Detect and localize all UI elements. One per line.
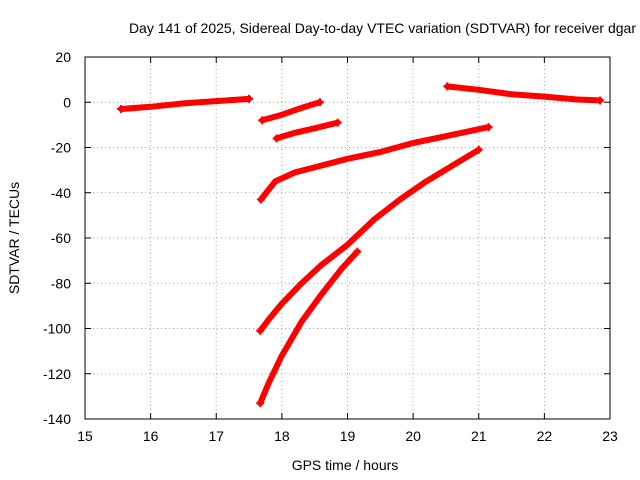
data-point-marker [245,94,254,103]
data-point-marker [117,105,126,114]
data-point-marker [443,82,452,91]
y-tick-label: -40 [51,185,71,201]
x-tick-label: 22 [537,428,553,444]
data-point-marker [258,116,267,125]
data-point-marker [484,123,493,132]
y-tick-label: -120 [43,366,71,382]
chart-title: Day 141 of 2025, Sidereal Day-to-day VTE… [129,20,636,36]
y-tick-label: 20 [55,49,71,65]
y-tick-label: -80 [51,275,71,291]
series-arc-3 [273,119,341,142]
data-point-marker [353,247,362,256]
y-tick-label: -20 [51,140,71,156]
data-point-marker [333,118,342,127]
x-tick-label: 23 [602,428,618,444]
x-tick-label: 16 [143,428,159,444]
data-point-marker [256,326,265,335]
x-axis-label: GPS time / hours [292,457,399,473]
x-tick-label: 21 [471,428,487,444]
series-arc-2 [259,99,323,124]
x-tick-label: 17 [208,428,224,444]
series-arc-6 [257,248,361,407]
y-tick-label: 0 [63,94,71,110]
data-point-marker [256,195,265,204]
grid-layer [85,57,610,419]
y-axis-label: SDTVAR / TECUs [6,182,22,294]
y-tick-label: -60 [51,230,71,246]
x-tick-label: 18 [274,428,290,444]
y-tick-label: -100 [43,321,71,337]
data-point-marker [596,96,605,105]
y-tick-label: -140 [43,411,71,427]
x-tick-label: 20 [405,428,421,444]
series-arc-7 [444,83,604,104]
x-tick-label: 19 [340,428,356,444]
series-arc-4 [257,124,492,203]
data-point-marker [256,399,265,408]
data-point-marker [272,134,281,143]
tick-layer: 15 16 17 18 19 20 21 22 23 20 0 -20 -40 -60 -80 -100 -12… [43,49,618,444]
series-arc-1 [118,95,253,112]
data-point-marker [474,145,483,154]
series-layer [117,82,605,408]
data-point-marker [315,98,324,107]
x-tick-label: 15 [77,428,93,444]
series-arc-5 [257,146,482,334]
